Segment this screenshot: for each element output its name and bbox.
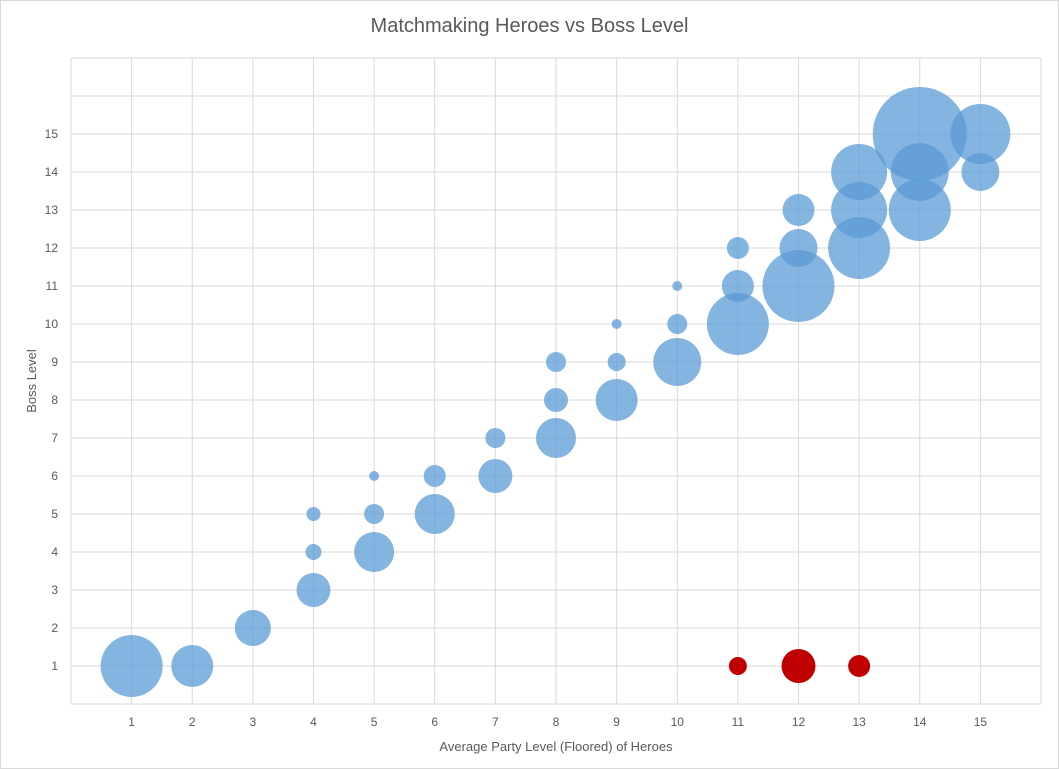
y-tick-label: 15	[45, 127, 59, 141]
y-tick-label: 14	[45, 165, 59, 179]
bubble-point	[478, 459, 513, 493]
bubble-point	[306, 507, 321, 521]
y-tick-label: 12	[45, 241, 59, 255]
x-tick-label: 9	[613, 715, 620, 729]
bubble-point	[305, 544, 322, 560]
y-tick-label: 4	[51, 545, 58, 559]
x-tick-label: 11	[732, 715, 745, 729]
x-tick-label: 10	[671, 715, 685, 729]
y-tick-label: 11	[46, 279, 59, 293]
tick-layer: 1 2 3 4 5 6 7 8 9 10 11 12 13 14 151234567891011121314…	[45, 127, 988, 729]
bubble-point	[414, 494, 455, 534]
bubble-point	[595, 379, 638, 421]
y-axis-title: Boss Level	[24, 349, 39, 413]
y-tick-label: 7	[51, 431, 58, 445]
y-tick-label: 2	[51, 621, 58, 635]
bubble-point	[706, 293, 769, 355]
bubble-point	[354, 532, 395, 572]
bubble-point	[423, 465, 446, 487]
bubble-point	[872, 87, 967, 181]
x-tick-label: 1	[128, 715, 135, 729]
bubble-point	[364, 504, 385, 524]
y-tick-label: 10	[45, 317, 59, 331]
bubble-point	[831, 144, 888, 200]
y-tick-label: 9	[51, 355, 58, 369]
x-tick-label: 8	[553, 715, 560, 729]
x-tick-label: 2	[189, 715, 196, 729]
bubble-point-red	[781, 649, 816, 683]
bubble-point	[485, 428, 506, 448]
bubble-point	[611, 319, 622, 329]
bubble-point	[296, 573, 331, 607]
bubble-point	[961, 153, 1000, 191]
bubble-point	[762, 250, 835, 322]
bubble-point	[726, 237, 749, 259]
x-axis-title: Average Party Level (Floored) of Heroes	[439, 739, 673, 754]
bubble-point-red	[728, 657, 747, 675]
y-tick-label: 5	[51, 507, 58, 521]
bubble-point	[950, 104, 1011, 164]
x-tick-label: 5	[371, 715, 378, 729]
bubble-point	[607, 353, 626, 371]
bubble-point	[544, 388, 568, 412]
x-tick-label: 13	[852, 715, 866, 729]
y-tick-label: 3	[51, 583, 58, 597]
x-tick-label: 12	[792, 715, 806, 729]
bubble-point	[672, 281, 683, 291]
chart-title: Matchmaking Heroes vs Boss Level	[370, 15, 689, 37]
bubble-point	[234, 610, 271, 646]
bubble-point	[536, 418, 576, 458]
bubble-point	[100, 635, 163, 697]
x-tick-label: 14	[913, 715, 927, 729]
bubble-point	[369, 471, 380, 481]
bubble-layer	[100, 87, 1011, 697]
y-tick-label: 13	[45, 203, 59, 217]
bubble-point	[667, 314, 688, 334]
bubble-point	[779, 229, 818, 267]
bubble-point	[653, 338, 702, 386]
bubble-point	[721, 270, 754, 302]
x-tick-label: 7	[492, 715, 499, 729]
x-tick-label: 15	[974, 715, 988, 729]
y-tick-label: 6	[51, 469, 58, 483]
x-tick-label: 6	[431, 715, 438, 729]
x-tick-label: 3	[250, 715, 257, 729]
bubble-point	[171, 645, 214, 687]
x-tick-label: 4	[310, 715, 317, 729]
y-tick-label: 8	[51, 393, 58, 407]
bubble-point	[546, 352, 566, 372]
bubble-point	[782, 194, 815, 226]
y-tick-label: 1	[51, 659, 58, 673]
bubble-point-red	[848, 655, 871, 677]
